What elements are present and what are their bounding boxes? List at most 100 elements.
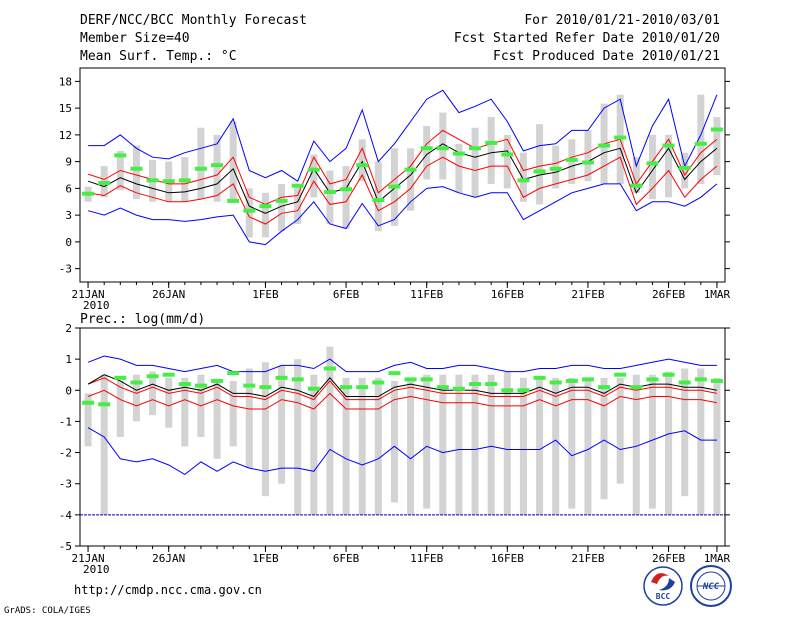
temp-spread-box — [326, 170, 334, 225]
prec-spread-box — [358, 377, 366, 515]
temp-median-marker — [162, 179, 175, 184]
prec-spread-box — [536, 377, 544, 515]
prec-median-marker — [598, 385, 611, 390]
prec-spread-box — [407, 380, 415, 515]
temp-spread-box — [584, 130, 592, 182]
prec-spread-box — [165, 377, 173, 428]
temp-spread-box — [713, 117, 721, 175]
prec-xtick-label: 26FEB — [652, 552, 685, 565]
prec-spread-box — [503, 371, 511, 515]
temp-median-marker — [581, 160, 594, 165]
temp-spread-box — [439, 112, 447, 180]
prec-median-marker — [565, 378, 578, 383]
prec-spread-box — [229, 380, 237, 447]
temp-spread-box — [245, 188, 253, 238]
prec-median-marker — [275, 375, 288, 380]
prec-ytick-label: -3 — [59, 478, 72, 491]
prec-xtick-label: 11FEB — [410, 552, 443, 565]
temp-median-marker — [452, 151, 465, 156]
prec-spread-box — [132, 374, 140, 422]
prec-median-marker — [82, 400, 95, 405]
temp-spread-box — [697, 94, 705, 184]
prec-spread-box — [278, 365, 286, 484]
temp-xtick-label: 1MAR — [704, 288, 731, 301]
temp-median-marker — [146, 178, 159, 183]
temp-median-marker — [82, 191, 95, 196]
temp-ytick-label: 12 — [59, 129, 72, 142]
temp-spread-box — [536, 124, 544, 205]
temp-median-marker — [533, 169, 546, 174]
temp-series-ensemble-max — [88, 89, 718, 182]
temp-ytick-label: 15 — [59, 102, 72, 115]
prec-spread-box — [116, 380, 124, 437]
temp-spread-box — [423, 125, 431, 180]
temp-spread-box — [213, 134, 221, 202]
prec-series-ensemble-max — [87, 355, 717, 373]
temp-spread-box — [487, 117, 495, 184]
temp-ytick-label: -3 — [59, 263, 72, 276]
prec-median-marker — [372, 380, 385, 385]
prec-plot-frame — [79, 327, 726, 547]
prec-median-marker — [517, 388, 530, 393]
prec-ytick-label: -1 — [59, 415, 72, 428]
temp-median-marker — [517, 178, 530, 183]
prec-spread-box — [600, 377, 608, 500]
temp-xtick-sublabel: 2010 — [83, 299, 110, 312]
temp-spread-box — [374, 161, 382, 232]
prec-median-marker — [501, 388, 514, 393]
temp-median-marker — [646, 161, 659, 166]
temp-spread-box — [407, 148, 415, 211]
temp-spread-box — [310, 154, 318, 198]
prec-series-ensemble-min — [87, 427, 717, 476]
prec-spread-box — [294, 359, 302, 515]
prec-median-marker — [259, 385, 272, 390]
temp-spread-box — [519, 152, 527, 202]
temp-spread-box — [665, 134, 673, 198]
prec-spread-box — [568, 377, 576, 509]
temp-series-upper-spread — [87, 129, 718, 205]
temp-median-marker — [436, 146, 449, 151]
prec-spread-box — [665, 371, 673, 515]
prec-spread-box — [681, 368, 689, 497]
prec-spread-box — [423, 374, 431, 509]
prec-spread-box — [245, 368, 253, 469]
prec-median-marker — [178, 382, 191, 387]
temp-median-marker — [323, 189, 336, 194]
prec-spread-box — [616, 377, 624, 484]
prec-spread-box — [213, 380, 221, 459]
temp-xtick-label: 6FEB — [333, 288, 360, 301]
temp-xtick-label: 21JAN — [72, 288, 105, 301]
prec-spread-box — [84, 393, 92, 447]
temp-median-marker — [291, 183, 304, 188]
temp-series-ensemble-mean — [87, 143, 718, 214]
member-size: Member Size=40 — [80, 31, 190, 46]
prec-xtick-label: 21FEB — [571, 552, 604, 565]
ncc-logo-text: NCC — [702, 582, 720, 592]
prec-median-marker — [710, 378, 723, 383]
prec-median-marker — [678, 380, 691, 385]
prec-median-marker — [404, 377, 417, 382]
temp-median-marker — [130, 166, 143, 171]
temp-median-marker — [614, 135, 627, 140]
prec-spread-box — [471, 374, 479, 515]
temp-median-marker — [549, 166, 562, 171]
prec-median-marker — [694, 377, 707, 382]
temp-median-marker — [372, 197, 385, 202]
bcc-logo-text: BCC — [656, 592, 671, 601]
prec-ytick-label: 2 — [65, 322, 72, 335]
temp-xtick-label: 11FEB — [410, 288, 443, 301]
bcc-logo-swirl-red — [651, 573, 669, 584]
temp-median-marker — [307, 167, 320, 172]
prec-spread-box — [487, 374, 495, 515]
temp-median-marker — [211, 163, 224, 168]
variable-label: Mean Surf. Temp.: °C — [80, 49, 237, 64]
prec-median-marker — [130, 380, 143, 385]
prec-median-marker — [340, 385, 353, 390]
prec-median-marker — [533, 375, 546, 380]
prec-median-marker — [662, 372, 675, 377]
prec-median-marker — [98, 402, 111, 407]
prec-spread-box — [181, 377, 189, 447]
prec-spread-box — [648, 374, 656, 509]
prec-series-ensemble-mean — [87, 374, 717, 398]
prec-series-upper-spread — [87, 377, 717, 401]
